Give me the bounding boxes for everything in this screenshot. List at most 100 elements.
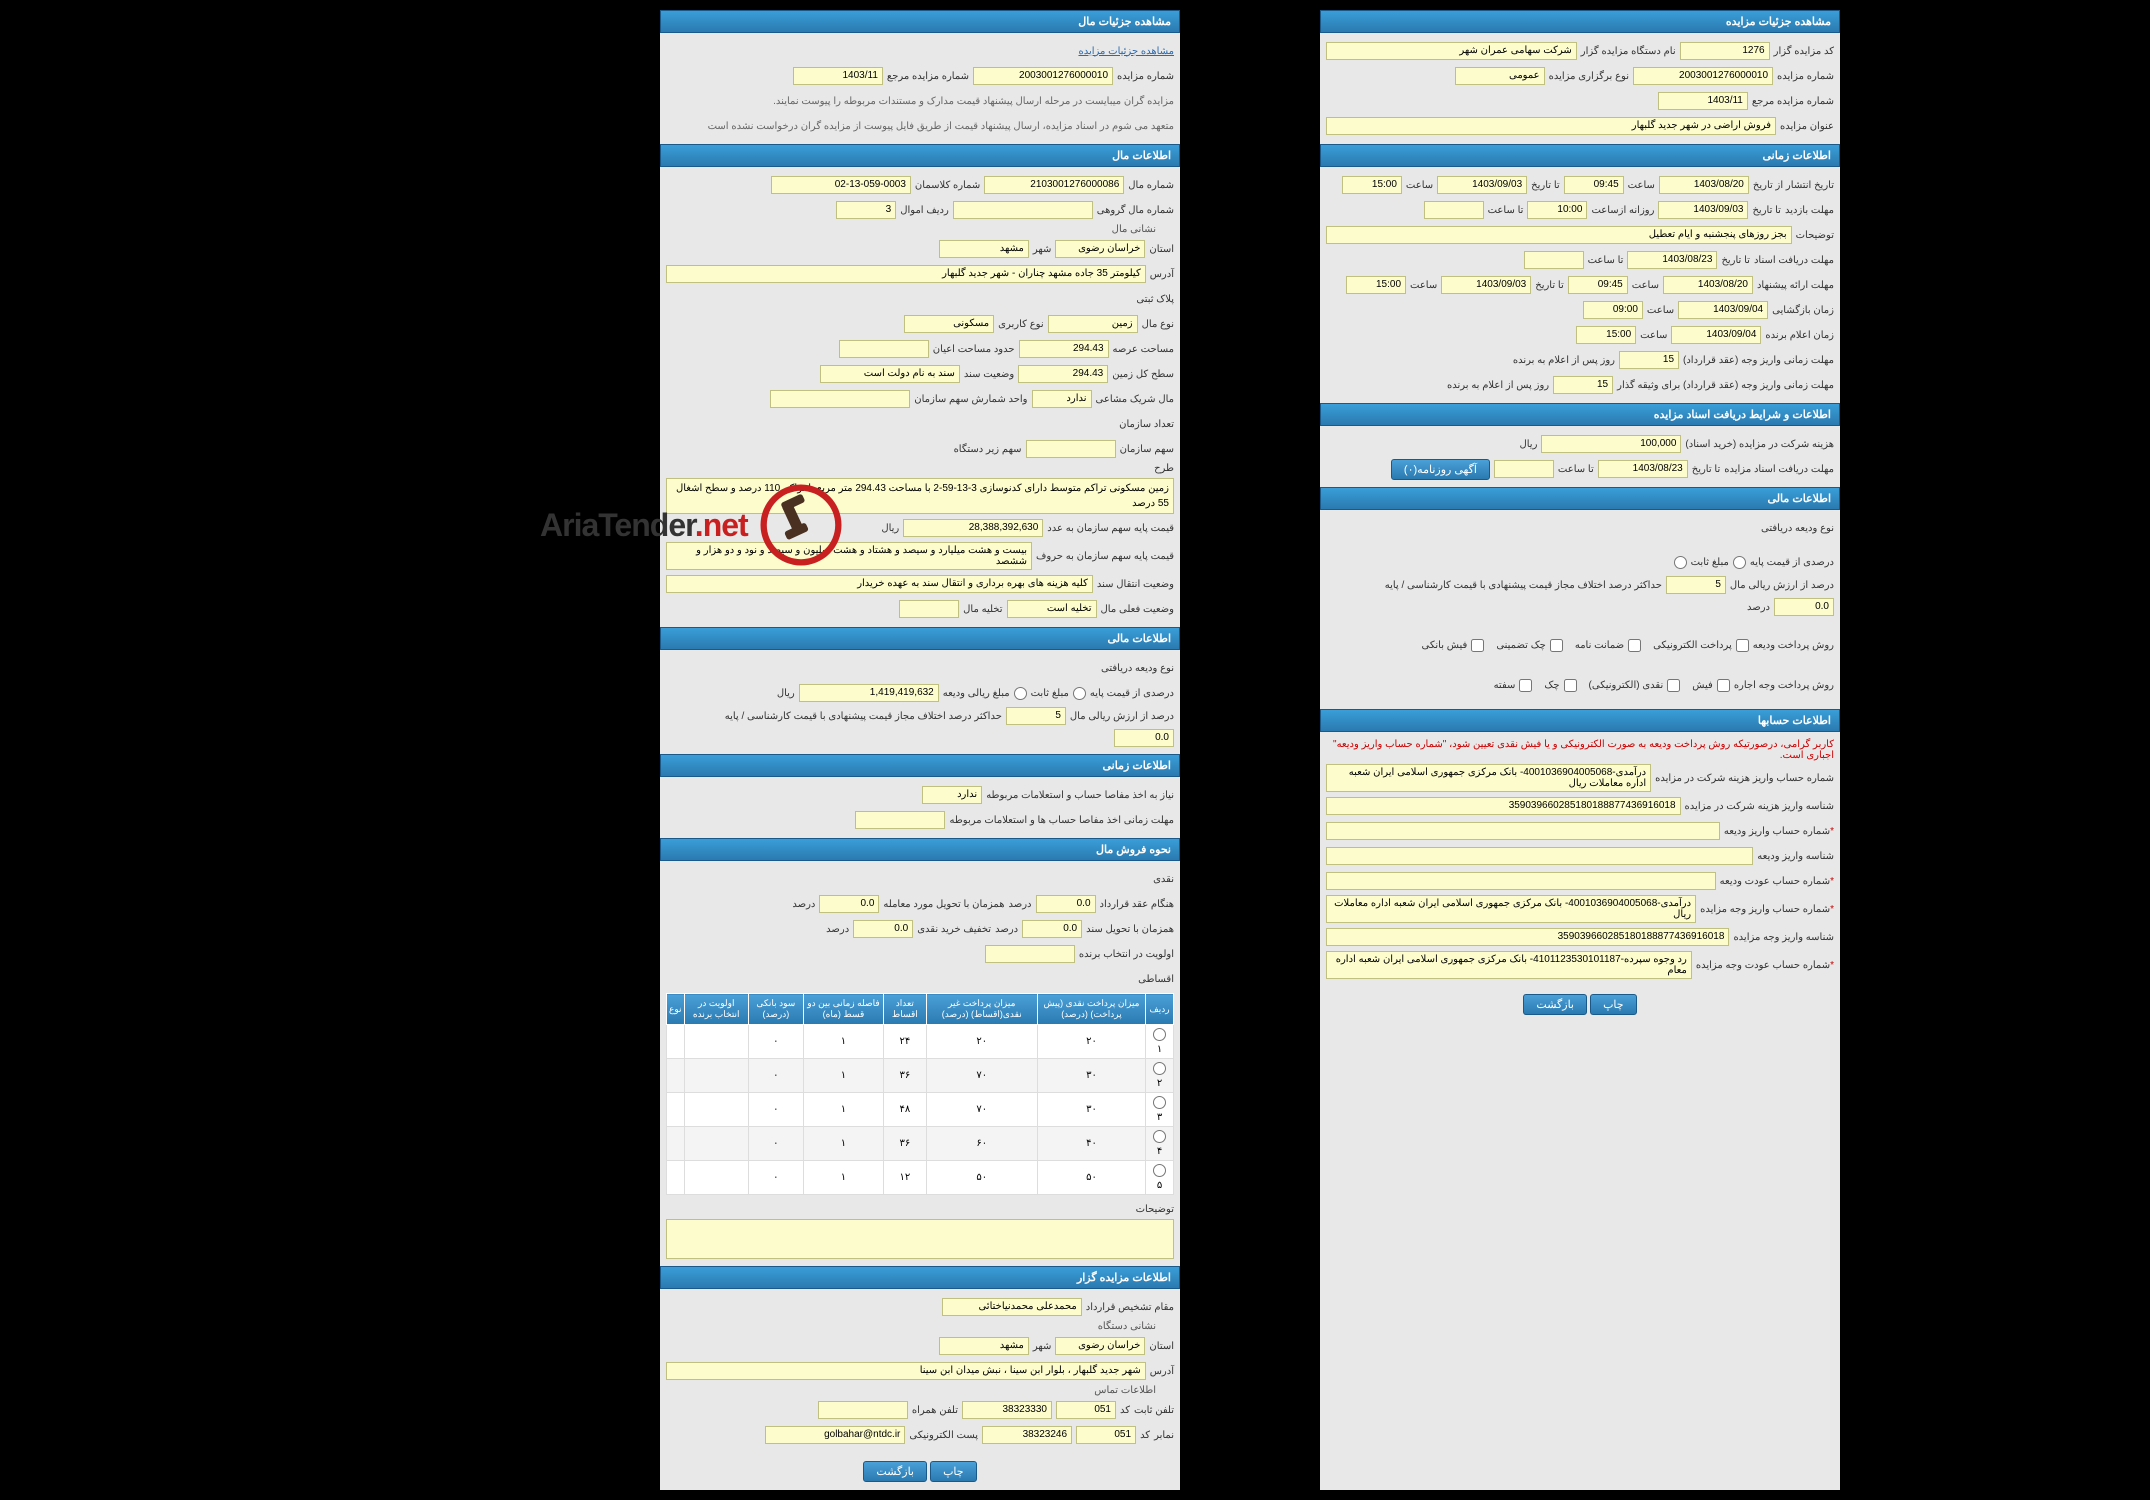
table-cell: ۶۰	[926, 1127, 1037, 1161]
mofasa-deadline-label: مهلت زمانی اخذ مفاصا حساب ها و استعلامات…	[949, 815, 1174, 826]
notes-textarea[interactable]	[666, 1219, 1174, 1259]
bid-time-field: 09:45	[1568, 276, 1628, 294]
title-label: عنوان مزایده	[1780, 121, 1834, 132]
cash-elec-check[interactable]	[1667, 679, 1680, 692]
guarantee-check[interactable]	[1628, 639, 1641, 652]
visit-to-field: 1403/09/03	[1658, 201, 1748, 219]
table-cell	[667, 1025, 685, 1059]
check-guarantee-check[interactable]	[1550, 639, 1563, 652]
table-cell: ۰	[748, 1059, 803, 1093]
transfer-status-label: وضعیت انتقال سند	[1097, 579, 1174, 590]
note-2: متعهد می شوم در اسناد مزایده، ارسال پیشن…	[708, 121, 1174, 132]
evac-field	[899, 600, 959, 618]
table-cell: ۱	[803, 1059, 883, 1093]
section-header-organizer: اطلاعات مزایده گزار	[660, 1266, 1180, 1289]
row-radio[interactable]	[1153, 1096, 1166, 1109]
title-field: فروش اراضی در شهر جدید گلبهار	[1326, 117, 1776, 135]
owner-label: تعداد سازمان	[1119, 419, 1174, 430]
print-button[interactable]: چاپ	[1590, 994, 1637, 1015]
delivery-doc-field: 0.0	[1022, 920, 1082, 938]
table-cell: ۲	[1146, 1059, 1174, 1093]
mal-row-field: 3	[836, 201, 896, 219]
deposit-method-label: روش پرداخت ودیعه	[1753, 640, 1834, 651]
table-row: ۱۲۰۲۰۲۴۱۰	[667, 1025, 1174, 1059]
table-cell: ۳۰	[1037, 1093, 1145, 1127]
mobile-field	[818, 1401, 908, 1419]
section-header-accounts: اطلاعات حسابها	[1320, 709, 1840, 732]
fixed-radio2[interactable]	[1014, 687, 1027, 700]
delivery-label: همزمان با تحویل مورد معامله	[883, 899, 1004, 910]
section-header-financial2: اطلاعات مالی	[660, 627, 1180, 650]
official-label: مقام تشخیص قرارداد	[1086, 1302, 1174, 1313]
table-cell	[667, 1059, 685, 1093]
gavel-icon	[756, 480, 846, 570]
view-auction-details-link[interactable]: مشاهده جزئیات مزایده	[1078, 46, 1174, 57]
pct-base-radio[interactable]	[1733, 556, 1746, 569]
section-header-time: اطلاعات زمانی	[1320, 144, 1840, 167]
watermark-text: AriaTender.net	[540, 507, 748, 544]
watermark: AriaTender.net	[540, 480, 846, 570]
class-no-label: شماره کلاسمان	[915, 180, 980, 191]
area-label: مساحت عرصه	[1113, 344, 1174, 355]
elec-pay-check[interactable]	[1736, 639, 1749, 652]
address-section-label: نشانی مال	[666, 224, 1174, 235]
fax-code-field: 051	[1076, 1426, 1136, 1444]
mal-row-label: ردیف اموال	[900, 205, 949, 216]
row-radio[interactable]	[1153, 1164, 1166, 1177]
row-radio[interactable]	[1153, 1028, 1166, 1041]
back-button-2[interactable]: بازگشت	[863, 1461, 927, 1482]
table-header: سود بانکی (درصد)	[748, 994, 803, 1025]
deposit-amount-label: مبلغ ریالی ودیعه	[943, 688, 1010, 699]
row-radio[interactable]	[1153, 1062, 1166, 1075]
table-header: فاصله زمانی بین دو قسط (ماه)	[803, 994, 883, 1025]
bid-to-time-field: 15:00	[1346, 276, 1406, 294]
max-diff-label2: حداکثر درصد اختلاف مجاز قیمت پیشنهادی با…	[725, 711, 1002, 722]
mofasa-field: ندارد	[922, 786, 982, 804]
check-check[interactable]	[1564, 679, 1577, 692]
open-date-field: 1403/09/04	[1678, 301, 1768, 319]
rent-method-label: روش پرداخت وجه اجاره	[1734, 680, 1834, 691]
org-share-label: سهم سازمان	[1120, 444, 1174, 455]
row-radio[interactable]	[1153, 1130, 1166, 1143]
fax-label: نمابر	[1154, 1430, 1174, 1441]
section-header-financial: اطلاعات مالی	[1320, 487, 1840, 510]
pct-base-radio2[interactable]	[1073, 687, 1086, 700]
daily-to-field	[1424, 201, 1484, 219]
fish-check[interactable]	[1717, 679, 1730, 692]
table-cell: ۴۰	[1037, 1127, 1145, 1161]
total-area-field: 294.43	[1018, 365, 1108, 383]
mal-no-field: 2103001276000086	[984, 176, 1124, 194]
desc-label: طرح	[1154, 463, 1174, 474]
bank-receipt-check[interactable]	[1471, 639, 1484, 652]
table-cell	[667, 1161, 685, 1195]
table-cell: ۱	[803, 1093, 883, 1127]
pct-rial-label2: درصد از ارزش ریالی مال	[1070, 711, 1174, 722]
building-area-label: حدود مساحت اعیان	[933, 344, 1015, 355]
gzar-code-label: کد مزایده گزار	[1774, 46, 1834, 57]
area-field: 294.43	[1019, 340, 1109, 358]
deposit-type-label: نوع ودیعه دریافتی	[1761, 523, 1834, 534]
section-header-time2: اطلاعات زمانی	[660, 754, 1180, 777]
print-button-2[interactable]: چاپ	[930, 1461, 977, 1482]
pct-base-label2: درصدی از قیمت پایه	[1090, 688, 1174, 699]
table-cell: ۱۲	[884, 1161, 926, 1195]
table-cell	[684, 1059, 748, 1093]
table-cell: ۰	[748, 1093, 803, 1127]
ref-no-label: شماره مزایده مرجع	[887, 71, 969, 82]
safteh-check[interactable]	[1519, 679, 1532, 692]
installment-table: ردیفمیزان پرداخت نقدی (پیش پرداخت) (درصد…	[666, 993, 1174, 1195]
fee-to-field: 1403/08/23	[1598, 460, 1688, 478]
current-status-field: تخلیه است	[1007, 600, 1097, 618]
fixed-radio[interactable]	[1674, 556, 1687, 569]
table-cell: ۱	[803, 1127, 883, 1161]
acc6-field: درآمدی-4001036904005068- بانک مرکزی جمهو…	[1326, 895, 1696, 923]
back-button[interactable]: بازگشت	[1523, 994, 1587, 1015]
newspaper-ad-button[interactable]: آگهی روزنامه(۰)	[1391, 459, 1490, 480]
deposit-amount-field: 1,419,419,632	[799, 684, 939, 702]
share-unit-field	[770, 390, 910, 408]
holding-type-field: عمومی	[1455, 67, 1545, 85]
table-cell	[667, 1093, 685, 1127]
max-diff-field2: 0.0	[1114, 729, 1174, 747]
announce-time-field: 15:00	[1576, 326, 1636, 344]
table-row: ۲۳۰۷۰۳۶۱۰	[667, 1059, 1174, 1093]
